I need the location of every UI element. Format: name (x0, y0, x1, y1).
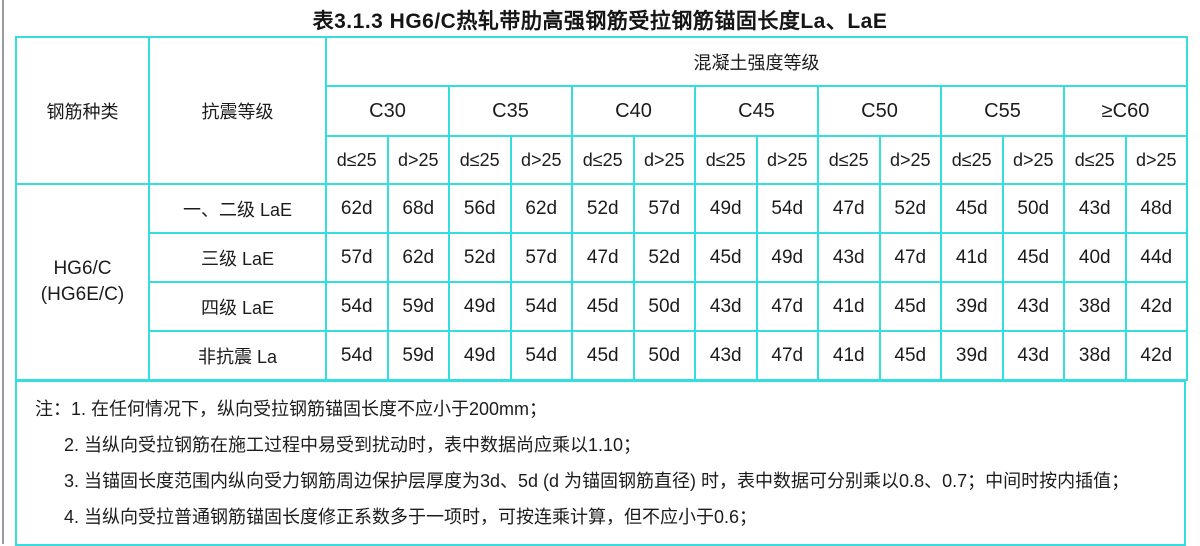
header-c45: C45 (694, 85, 819, 137)
value-cell: 47d (755, 330, 819, 381)
value-cell: 41d (940, 232, 1004, 283)
value-cell: 62d (386, 232, 450, 283)
value-cell: 47d (878, 232, 942, 283)
header-rebar-kind: 钢筋种类 (15, 36, 150, 185)
value-cell: 45d (694, 232, 758, 283)
left-frame-line (2, 0, 4, 544)
value-cell: 43d (694, 330, 758, 381)
header-dia: d≤25 (571, 135, 635, 185)
value-cell: 49d (755, 232, 819, 283)
value-cell: 41d (817, 281, 881, 332)
row-label: 四级 LaE (148, 281, 327, 332)
note-line-3: 3. 当锚固长度范围内纵向受力钢筋周边保护层厚度为3d、5d (d 为锚固钢筋直… (64, 471, 1130, 491)
value-cell: 52d (571, 183, 635, 234)
value-cell: 38d (1063, 330, 1127, 381)
value-cell: 57d (632, 183, 696, 234)
value-cell: 45d (940, 183, 1004, 234)
header-c35: C35 (448, 85, 573, 137)
value-cell: 44d (1124, 232, 1189, 283)
value-cell: 42d (1124, 281, 1189, 332)
value-cell: 43d (1001, 330, 1065, 381)
header-dia: d>25 (755, 135, 819, 185)
value-cell: 59d (386, 330, 450, 381)
value-cell: 45d (571, 281, 635, 332)
header-c55: C55 (940, 85, 1065, 137)
note-line-2: 2. 当纵向受拉钢筋在施工过程中易受到扰动时，表中数据尚应乘以1.10； (64, 435, 642, 455)
value-cell: 40d (1063, 232, 1127, 283)
value-cell: 45d (878, 281, 942, 332)
row-label: 三级 LaE (148, 232, 327, 283)
note-line-1: 注：1. 在任何情况下，纵向受拉钢筋锚固长度不应小于200mm； (17, 391, 1184, 427)
header-dia: d≤25 (817, 135, 881, 185)
value-cell: 41d (817, 330, 881, 381)
note-text: 1. 在任何情况下，纵向受拉钢筋锚固长度不应小于200mm； (71, 399, 548, 419)
value-cell: 59d (386, 281, 450, 332)
header-c50: C50 (817, 85, 942, 137)
value-cell: 68d (386, 183, 450, 234)
value-cell: 52d (448, 232, 512, 283)
header-dia: d≤25 (325, 135, 389, 185)
header-c40: C40 (571, 85, 696, 137)
header-c30: C30 (325, 85, 450, 137)
header-dia: d>25 (509, 135, 573, 185)
value-cell: 54d (325, 281, 389, 332)
value-cell: 47d (571, 232, 635, 283)
value-cell: 43d (817, 232, 881, 283)
value-cell: 39d (940, 281, 1004, 332)
header-dia: d>25 (878, 135, 942, 185)
header-dia: d>25 (632, 135, 696, 185)
value-cell: 54d (325, 330, 389, 381)
value-cell: 48d (1124, 183, 1189, 234)
header-dia: d≤25 (448, 135, 512, 185)
value-cell: 57d (509, 232, 573, 283)
value-cell: 47d (755, 281, 819, 332)
value-cell: 54d (509, 281, 573, 332)
value-cell: 43d (694, 281, 758, 332)
value-cell: 52d (878, 183, 942, 234)
anchorage-length-table: 钢筋种类 抗震等级 混凝土强度等级 C30 C35 C40 C45 C50 C5… (15, 36, 1189, 381)
table-title: 表3.1.3 HG6/C热轧带肋高强钢筋受拉钢筋锚固长度La、LaE (312, 10, 888, 33)
value-cell: 54d (509, 330, 573, 381)
header-dia: d>25 (386, 135, 450, 185)
header-dia: d≤25 (940, 135, 1004, 185)
value-cell: 50d (1001, 183, 1065, 234)
value-cell: 49d (694, 183, 758, 234)
rebar-type-cell: HG6/C (HG6E/C) (15, 183, 150, 381)
header-dia: d≤25 (694, 135, 758, 185)
notes-box: 注：1. 在任何情况下，纵向受拉钢筋锚固长度不应小于200mm； 2. 当纵向受… (15, 380, 1186, 546)
header-seismic-grade: 抗震等级 (148, 36, 327, 185)
row-label: 一、二级 LaE (148, 183, 327, 234)
value-cell: 56d (448, 183, 512, 234)
value-cell: 38d (1063, 281, 1127, 332)
value-cell: 47d (817, 183, 881, 234)
notes-prefix: 注： (35, 399, 71, 419)
value-cell: 45d (878, 330, 942, 381)
value-cell: 43d (1001, 281, 1065, 332)
value-cell: 49d (448, 330, 512, 381)
value-cell: 52d (632, 232, 696, 283)
value-cell: 62d (509, 183, 573, 234)
value-cell: 62d (325, 183, 389, 234)
value-cell: 49d (448, 281, 512, 332)
value-cell: 45d (571, 330, 635, 381)
value-cell: 45d (1001, 232, 1065, 283)
value-cell: 43d (1063, 183, 1127, 234)
rebar-type-line1: HG6/C (53, 258, 112, 279)
header-concrete-grade: 混凝土强度等级 (324, 36, 1189, 87)
value-cell: 57d (325, 232, 389, 283)
value-cell: 50d (632, 330, 696, 381)
value-cell: 42d (1124, 330, 1189, 381)
value-cell: 54d (755, 183, 819, 234)
value-cell: 50d (632, 281, 696, 332)
header-dia: d≤25 (1063, 135, 1127, 185)
row-label: 非抗震 La (148, 330, 327, 381)
header-dia: d>25 (1001, 135, 1065, 185)
note-line-4: 4. 当纵向受拉普通钢筋锚固长度修正系数多于一项时，可按连乘计算，但不应小于0.… (64, 507, 758, 527)
rebar-type-line2: (HG6E/C) (40, 284, 125, 305)
header-dia: d>25 (1124, 135, 1189, 185)
header-c60: ≥C60 (1062, 85, 1189, 137)
value-cell: 39d (940, 330, 1004, 381)
